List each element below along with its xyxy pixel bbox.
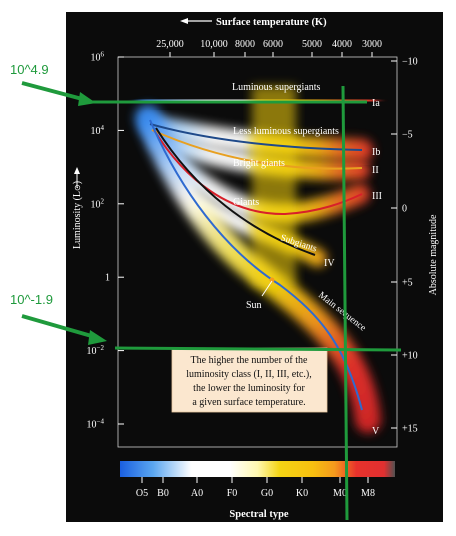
- y2-tick-label: +15: [402, 424, 418, 435]
- top-tick-label: 8000: [235, 39, 255, 50]
- top-tick-label: 4000: [332, 39, 352, 50]
- left-axis-ticks: 106 104 102 1 10−2 10−4: [87, 51, 124, 431]
- annotation-upper-label: 10^4.9: [10, 62, 49, 77]
- right-axis-label: Absolute magnitude: [428, 214, 439, 295]
- left-axis-arrowhead: [74, 167, 80, 174]
- annotation-upper-arrow: [21, 81, 87, 102]
- y2-tick-label: −5: [402, 130, 413, 141]
- class-label-ia: Ia: [372, 98, 380, 109]
- x-tick-label: G0: [261, 488, 273, 499]
- evolution-tracks: [149, 119, 363, 411]
- note-line-4: a given surface temperature.: [192, 397, 305, 408]
- track-ii: [151, 129, 363, 170]
- annotation-lower-arrowhead: [88, 330, 107, 345]
- note-box: The higher the number of the luminosity …: [171, 347, 328, 413]
- band-label-ii: Bright giants: [233, 158, 285, 169]
- spectral-color-strip: [120, 461, 395, 477]
- note-line-3: the lower the luminosity for: [193, 383, 305, 394]
- sun-pointer: [261, 280, 273, 297]
- bottom-axis-ticks: O5 B0 A0 F0 G0 K0 M0 M8: [136, 477, 375, 499]
- y2-tick-label: +10: [402, 351, 418, 362]
- y-tick-label: 106: [91, 51, 105, 64]
- class-label-ii: II: [372, 165, 379, 176]
- annotation-upper-arrowhead: [78, 92, 96, 106]
- class-label-iii: III: [372, 191, 382, 202]
- note-line-2: luminosity class (I, II, III, etc.),: [186, 369, 312, 380]
- x-tick-label: B0: [157, 488, 169, 499]
- y-tick-label: 1: [105, 273, 110, 284]
- plot-frame: [117, 56, 398, 448]
- x-tick-label: O5: [136, 488, 148, 499]
- annotation-lower-arrow: [21, 314, 96, 339]
- left-axis-title: Luminosity (L⊙): [72, 181, 83, 249]
- top-tick-label: 6000: [263, 39, 283, 50]
- yellow-fill-region: [252, 86, 296, 286]
- top-tick-label: 10,000: [200, 39, 228, 50]
- y2-tick-label: 0: [402, 204, 407, 215]
- x-tick-label: K0: [296, 488, 308, 499]
- class-label-iv: IV: [324, 258, 335, 269]
- y-tick-label: 10−4: [87, 418, 105, 431]
- top-tick-label: 3000: [362, 39, 382, 50]
- main-sequence-band: [135, 105, 381, 433]
- green-annotations: 10^4.9 10^-1.9: [10, 62, 402, 521]
- class-label-v: V: [372, 426, 380, 437]
- top-tick-label: 25,000: [156, 39, 184, 50]
- y2-tick-label: +5: [402, 278, 413, 289]
- y-tick-label: 10−2: [87, 344, 105, 357]
- right-axis-ticks: −10 −5 0 +5 +10 +15: [391, 57, 418, 435]
- annotation-lower-line: [114, 346, 402, 352]
- left-axis-label: Luminosity (L⊙): [72, 181, 83, 249]
- x-tick-label: F0: [227, 488, 238, 499]
- top-axis-ticks: 25,000 10,000 8000 6000 5000 4000 3000: [156, 39, 382, 57]
- sun-label: Sun: [246, 300, 262, 311]
- top-axis: Surface temperature (K) 25,000 10,000 8000…: [156, 17, 382, 57]
- annotation-vertical-line: [341, 85, 349, 521]
- x-tick-label: M0: [333, 488, 347, 499]
- top-tick-label: 5000: [302, 39, 322, 50]
- track-iii: [153, 129, 363, 216]
- y2-tick-label: −10: [402, 57, 418, 68]
- sun-marker: [269, 277, 275, 283]
- track-v: [149, 119, 363, 411]
- annotation-lower-label: 10^-1.9: [10, 292, 53, 307]
- band-label-ib: Less luminous supergiants: [233, 126, 339, 137]
- x-tick-label: A0: [191, 488, 203, 499]
- band-label-iii: Giants: [233, 197, 259, 208]
- note-box-background: [171, 347, 328, 413]
- track-iv: [155, 127, 316, 256]
- top-axis-label: Surface temperature (K): [216, 17, 327, 28]
- y-tick-label: 102: [91, 197, 105, 210]
- note-line-1: The higher the number of the: [191, 355, 308, 366]
- bottom-axis-label: Spectral type: [229, 509, 289, 520]
- top-axis-arrowhead: [180, 18, 188, 24]
- band-label-ia: Luminous supergiants: [232, 82, 321, 93]
- class-label-ib: Ib: [372, 147, 380, 158]
- x-tick-label: M8: [361, 488, 375, 499]
- track-ib: [149, 123, 363, 151]
- y-tick-label: 104: [91, 124, 105, 137]
